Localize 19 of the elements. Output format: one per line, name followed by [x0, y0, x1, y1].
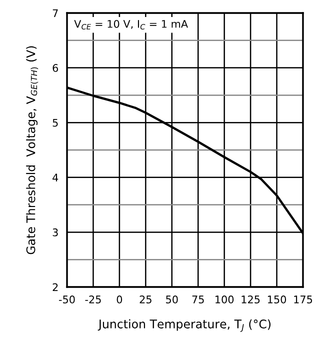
x-tick-label: 25	[140, 296, 152, 304]
x-tick-label: -25	[85, 296, 101, 304]
x-tick-label: 50	[166, 296, 178, 304]
x-tick-label: -50	[59, 296, 75, 304]
y-tick-label: 3	[52, 228, 58, 236]
y-tick-label: 7	[52, 9, 58, 17]
y-tick-label: 6	[52, 64, 58, 72]
y-tick-label: 2	[52, 283, 58, 291]
annotation: V$_{CE}$ = 10 V, I$_{C}$ = 1 mA	[74, 20, 188, 30]
y-axis-title: Gate Threshold Voltage, V$_{GE(TH)}$ (V)	[26, 46, 38, 254]
x-tick-label: 150	[268, 296, 286, 304]
y-tick-label: 4	[52, 174, 58, 182]
x-tick-label: 125	[242, 296, 260, 304]
x-tick-label: 75	[192, 296, 204, 304]
x-tick-label: 0	[116, 296, 122, 304]
x-tick-label: 175	[294, 296, 312, 304]
y-tick-label: 5	[52, 118, 58, 127]
x-tick-label: 100	[216, 296, 234, 304]
x-axis-title: Junction Temperature, T$_{J}$ (°C)	[98, 319, 270, 332]
